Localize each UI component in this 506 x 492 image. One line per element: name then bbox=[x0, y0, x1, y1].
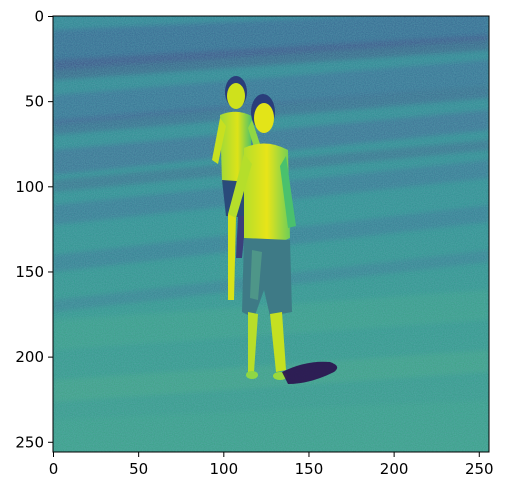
shadow bbox=[282, 361, 338, 384]
x-tick-label: 250 bbox=[465, 460, 494, 478]
y-axis: 0 50 100 150 200 250 bbox=[15, 8, 53, 451]
axes-frame bbox=[52, 15, 490, 453]
x-tick-label: 150 bbox=[295, 460, 324, 478]
image-content bbox=[53, 16, 489, 452]
y-tick-label: 50 bbox=[25, 93, 44, 111]
x-axis: 0 50 100 150 200 250 bbox=[49, 452, 494, 478]
y-tick-label: 200 bbox=[15, 348, 44, 366]
y-tick-label: 0 bbox=[34, 8, 44, 26]
front-boy bbox=[228, 94, 296, 380]
x-tick-label: 100 bbox=[209, 460, 238, 478]
x-tick-label: 200 bbox=[380, 460, 409, 478]
y-tick-label: 250 bbox=[15, 433, 44, 451]
y-tick-label: 100 bbox=[15, 178, 44, 196]
y-tick-label: 150 bbox=[15, 263, 44, 281]
x-tick-label: 50 bbox=[129, 460, 148, 478]
x-tick-label: 0 bbox=[49, 460, 59, 478]
